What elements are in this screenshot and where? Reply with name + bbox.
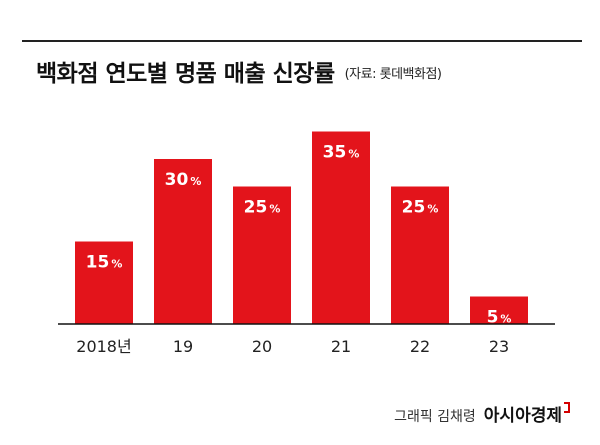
bar-value-label-1: 30% — [165, 170, 202, 190]
logo-corner-mark-icon — [564, 402, 570, 413]
chart-source: (자료: 롯데백화점) — [344, 67, 442, 82]
x-tick-label-3: 21 — [331, 337, 351, 356]
bar-3 — [312, 131, 370, 324]
chart-title: 백화점 연도별 명품 매출 신장률 — [36, 61, 335, 87]
bar-value-label-5: 5% — [487, 308, 512, 328]
bar-value-label-0: 15% — [86, 253, 123, 273]
bar-value-label-2: 25% — [244, 198, 281, 218]
x-tick-label-0: 2018년 — [76, 337, 131, 356]
footer: 그래픽 김채령 아시아경제 — [394, 401, 570, 426]
x-tick-label-2: 20 — [252, 337, 272, 356]
x-tick-label-1: 19 — [173, 337, 193, 356]
chart-header: 백화점 연도별 명품 매출 신장률 (자료: 롯데백화점) — [36, 54, 442, 88]
bar-value-label-4: 25% — [402, 198, 439, 218]
x-tick-label-4: 22 — [410, 337, 430, 356]
publisher-logo: 아시아경제 — [483, 406, 562, 426]
graphic-credit: 그래픽 김채령 — [394, 409, 476, 425]
bar-4 — [391, 186, 449, 324]
x-tick-label-5: 23 — [489, 337, 509, 356]
bar-1 — [154, 159, 212, 324]
bar-value-label-3: 35% — [323, 143, 360, 163]
top-rule — [22, 40, 582, 42]
bar-2 — [233, 186, 291, 324]
bar-0 — [75, 241, 133, 324]
bar-5 — [470, 296, 528, 324]
